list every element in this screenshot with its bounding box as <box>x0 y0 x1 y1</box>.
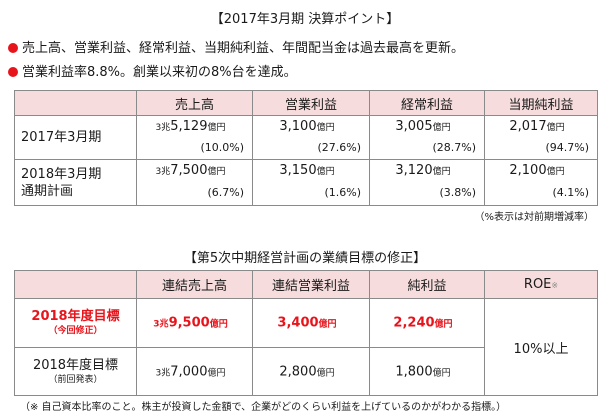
bullet-record-highs: 売上高、営業利益、経常利益、当期純利益、年間配当金は過去最高を更新。 <box>8 37 464 56</box>
cell-revised-sales: 3兆9,500億円 <box>136 298 253 348</box>
value-unit: 億円 <box>207 167 226 177</box>
bullet-operating-margin: 営業利益率8.8%。創業以来初の8%台を達成。 <box>8 61 297 80</box>
value-number: 3,100 <box>279 119 317 134</box>
value-prefix: 3兆 <box>155 123 171 133</box>
row-label: 2017年3月期 <box>14 115 137 160</box>
value-prefix: 3兆 <box>155 368 171 378</box>
cell-ordinary-fy2018: 3,120億円 (3.8%) <box>369 159 485 206</box>
cell-revised-operating: 3,400億円 <box>252 298 370 348</box>
value-prefix: 3兆 <box>153 319 169 330</box>
column-header-consolidated-operating-profit: 連結営業利益 <box>252 270 370 299</box>
results-table: 売上高 営業利益 経常利益 当期純利益 2017年3月期 3兆5,129億円 (… <box>14 90 598 206</box>
row-label-main: 2018年度目標 <box>32 357 119 373</box>
change-percent: (94.7%) <box>545 141 589 154</box>
value-unit: 億円 <box>316 123 335 133</box>
cell-revised-net: 2,240億円 <box>369 298 485 348</box>
cell-operating-fy2017: 3,100億円 (27.6%) <box>252 115 370 160</box>
table-row-fy2018-plan: 2018年3月期 通期計画 3兆7,500億円 (6.7%) 3,150億円 (… <box>14 159 598 206</box>
value-number: 2,100 <box>509 163 547 178</box>
cell-previous-sales: 3兆7,000億円 <box>136 347 253 396</box>
row-label-line1: 2017年3月期 <box>21 130 102 145</box>
value-unit: 億円 <box>316 167 335 177</box>
row-label-revised: 2018年度目標 （今回修正） <box>14 298 137 348</box>
cell-ordinary-fy2017: 3,005億円 (28.7%) <box>369 115 485 160</box>
change-percent: (10.0%) <box>200 141 244 154</box>
red-bullet-icon <box>8 67 18 77</box>
value-number: 5,129 <box>170 119 208 134</box>
row-label: 2018年3月期 通期計画 <box>14 159 137 206</box>
row-label-previous: 2018年度目標 （前回発表） <box>14 347 137 396</box>
red-bullet-icon <box>8 43 18 53</box>
row-label-main: 2018年度目標 <box>31 309 120 324</box>
value-unit: 億円 <box>546 123 565 133</box>
change-percent: (28.7%) <box>432 141 476 154</box>
column-header-roe: ROE※ <box>484 270 598 299</box>
value-number: 2,800 <box>279 364 317 379</box>
cell-net-fy2017: 2,017億円 (94.7%) <box>484 115 598 160</box>
value-unit: 億円 <box>209 319 228 330</box>
value-number: 1,800 <box>395 364 433 379</box>
value-number: 2,240 <box>393 315 435 331</box>
table-row-fy2017: 2017年3月期 3兆5,129億円 (10.0%) 3,100億円 (27.6… <box>14 115 598 160</box>
table-row-revised-target: 2018年度目標 （今回修正） 3兆9,500億円 3,400億円 2,240億… <box>14 298 598 396</box>
table-corner-cell <box>14 90 137 116</box>
roe-footnote-mark: ※ <box>551 281 559 290</box>
table-row-previous-target: 2018年度目標 （前回発表） 3兆7,000億円 2,800億円 1,800億… <box>14 347 598 396</box>
roe-label: ROE <box>523 277 552 292</box>
cell-roe-target: 10%以上 <box>484 298 598 396</box>
page-title: 【2017年3月期 決算ポイント】 <box>210 12 400 27</box>
change-percent: (6.7%) <box>207 186 244 199</box>
row-label-line2: 通期計画 <box>21 183 74 199</box>
roe-value: 10%以上 <box>513 341 569 357</box>
value-number: 2,017 <box>509 119 547 134</box>
column-header-consolidated-sales: 連結売上高 <box>136 270 253 299</box>
value-unit: 億円 <box>546 167 565 177</box>
column-header-ordinary-profit: 経常利益 <box>369 90 485 116</box>
value-number: 3,400 <box>277 315 319 331</box>
cell-sales-fy2017: 3兆5,129億円 (10.0%) <box>136 115 253 160</box>
row-label-sub: （前回発表） <box>48 374 103 385</box>
section-title: 【第5次中期経営計画の業績目標の修正】 <box>183 251 427 266</box>
cell-previous-operating: 2,800億円 <box>252 347 370 396</box>
value-number: 3,120 <box>395 163 433 178</box>
value-number: 7,000 <box>170 364 208 379</box>
bullet-text: 売上高、営業利益、経常利益、当期純利益、年間配当金は過去最高を更新。 <box>22 41 465 56</box>
value-number: 9,500 <box>168 315 210 331</box>
value-number: 7,500 <box>170 163 208 178</box>
value-unit: 億円 <box>432 167 451 177</box>
value-unit: 億円 <box>207 123 226 133</box>
row-label-sub: （今回修正） <box>48 326 103 336</box>
value-number: 3,150 <box>279 163 317 178</box>
cell-previous-net: 1,800億円 <box>369 347 485 396</box>
change-percent: (4.1%) <box>552 186 589 199</box>
cell-operating-fy2018: 3,150億円 (1.6%) <box>252 159 370 206</box>
cell-net-fy2018: 2,100億円 (4.1%) <box>484 159 598 206</box>
value-unit: 億円 <box>432 368 451 378</box>
change-percent: (27.6%) <box>317 141 361 154</box>
value-unit: 億円 <box>432 123 451 133</box>
value-unit: 億円 <box>318 319 337 330</box>
column-header-operating-profit: 営業利益 <box>252 90 370 116</box>
table-note: （%表示は対前期増減率） <box>474 212 594 223</box>
column-header-net-income: 当期純利益 <box>484 90 598 116</box>
value-prefix: 3兆 <box>155 167 171 177</box>
targets-table: 連結売上高 連結営業利益 純利益 ROE※ 2018年度目標 （今回修正） 3兆… <box>14 270 598 396</box>
change-percent: (1.6%) <box>324 186 361 199</box>
column-header-sales: 売上高 <box>136 90 253 116</box>
column-header-net-profit: 純利益 <box>369 270 485 299</box>
value-unit: 億円 <box>316 368 335 378</box>
value-unit: 億円 <box>207 368 226 378</box>
cell-sales-fy2018: 3兆7,500億円 (6.7%) <box>136 159 253 206</box>
row-label-line1: 2018年3月期 <box>21 166 102 182</box>
change-percent: (3.8%) <box>439 186 476 199</box>
table-corner-cell <box>14 270 137 299</box>
value-unit: 億円 <box>434 319 453 330</box>
value-number: 3,005 <box>395 119 433 134</box>
bullet-text: 営業利益率8.8%。創業以来初の8%台を達成。 <box>22 65 297 80</box>
roe-footnote: （※ 自己資本比率のこと。株主が投資した金額で、企業がどのくらい利益を上げている… <box>20 402 507 413</box>
